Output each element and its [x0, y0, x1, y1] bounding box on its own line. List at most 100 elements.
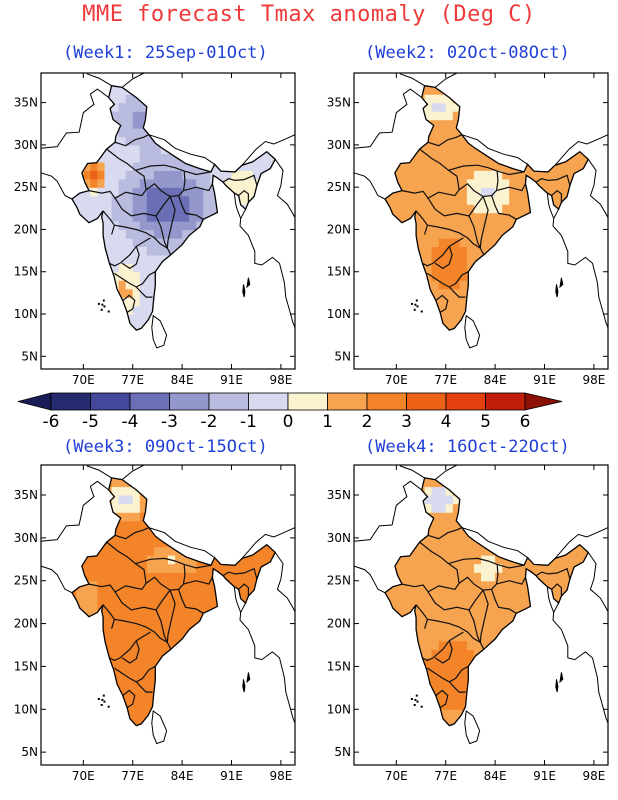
lat-label: 25N	[14, 574, 38, 588]
island	[246, 672, 251, 684]
lat-label: 30N	[14, 531, 38, 545]
lon-label: 70E	[72, 769, 95, 783]
lat-label: 35N	[327, 96, 351, 110]
state-boundaries	[88, 134, 258, 313]
lon-label: 91E	[533, 769, 556, 783]
lat-label: 35N	[14, 96, 38, 110]
lon-label: 84E	[484, 373, 507, 387]
lat-label: 10N	[327, 307, 351, 321]
panel-title-week1: (Week1: 25Sep-01Oct)	[63, 43, 268, 63]
map-panel-week1: 35N 30N 25N 20N 15N 10N 5N 70E 77E 84E 91E 98E	[14, 72, 296, 387]
colorbar-swatch	[366, 392, 407, 411]
colorbar: -6 -5 -4 -3 -2 -1 0 1 2 3 4 5 6	[17, 392, 563, 432]
colorbar-swatch	[248, 392, 289, 411]
colorbar-label: 0	[283, 412, 294, 432]
sri-lanka-outline	[151, 710, 168, 745]
colorbar-over-triangle	[524, 392, 563, 411]
colorbar-swatch	[169, 392, 210, 411]
island-dot	[420, 310, 423, 313]
state-boundaries	[88, 527, 258, 709]
lat-label: 30N	[14, 138, 38, 152]
lat-label: 35N	[327, 488, 351, 502]
lat-label: 25N	[14, 180, 38, 194]
india-outline	[71, 84, 277, 331]
lat-label: 15N	[327, 265, 351, 279]
map-frame	[353, 464, 609, 766]
colorbar-label: 6	[520, 412, 531, 432]
map-frame	[40, 464, 296, 766]
island-dot	[414, 698, 417, 701]
colorbar-label: 1	[322, 412, 333, 432]
island	[242, 284, 246, 298]
lon-label: 84E	[171, 769, 194, 783]
island-dot	[100, 308, 103, 311]
neighbor-boundaries	[353, 464, 609, 745]
lon-label: 77E	[121, 769, 144, 783]
island-dot	[413, 704, 416, 706]
india-outline	[71, 477, 277, 727]
colorbar-swatch	[445, 392, 486, 411]
colorbar-swatch	[485, 392, 526, 411]
lon-label: 98E	[582, 373, 605, 387]
island	[555, 679, 559, 693]
colorbar-label: 5	[480, 412, 491, 432]
lon-label: 98E	[582, 769, 605, 783]
island-dot	[102, 694, 105, 697]
lon-label: 98E	[269, 373, 292, 387]
figure-title: MME forecast Tmax anomaly (Deg C)	[82, 2, 536, 27]
lat-label: 20N	[327, 617, 351, 631]
lat-label: 10N	[327, 702, 351, 716]
lat-label: 25N	[327, 574, 351, 588]
map-panel-week2: 35N 30N 25N 20N 15N 10N 5N 70E 77E 84E 91E 98E	[327, 72, 609, 387]
lon-label: 70E	[72, 373, 95, 387]
island-dot	[97, 698, 100, 700]
lon-label: 70E	[385, 769, 408, 783]
lat-label: 10N	[14, 702, 38, 716]
colorbar-swatch	[208, 392, 249, 411]
island	[242, 679, 246, 693]
map-panel-week3: 35N 30N 25N 20N 15N 10N 5N 70E 77E 84E 91E 98E	[14, 464, 296, 783]
map-frame	[353, 72, 609, 370]
island	[246, 277, 251, 289]
island-dot	[416, 700, 419, 703]
lon-label: 91E	[220, 769, 243, 783]
lat-label: 20N	[14, 617, 38, 631]
island	[559, 277, 564, 289]
lon-label: 77E	[434, 373, 457, 387]
lat-label: 20N	[327, 222, 351, 236]
colorbar-label: -6	[43, 412, 60, 432]
island-dot	[107, 310, 110, 313]
colorbar-label: -1	[240, 412, 257, 432]
lat-label: 30N	[327, 531, 351, 545]
island-dot	[413, 308, 416, 311]
colorbar-swatch	[90, 392, 131, 411]
colorbar-label: 4	[441, 412, 452, 432]
neighbor-boundaries	[40, 464, 296, 745]
panel-title-week3: (Week3: 09Oct-15Oct)	[63, 437, 268, 457]
colorbar-label: 3	[401, 412, 412, 432]
island-dot	[103, 700, 106, 703]
lat-label: 20N	[14, 222, 38, 236]
lat-label: 10N	[14, 307, 38, 321]
lon-label: 77E	[434, 769, 457, 783]
lon-label: 84E	[171, 373, 194, 387]
lat-label: 15N	[327, 659, 351, 673]
island-dot	[415, 299, 418, 302]
lat-label: 5N	[21, 349, 38, 363]
island-dot	[101, 303, 104, 306]
island-dot	[100, 704, 103, 706]
lon-label: 91E	[220, 373, 243, 387]
colorbar-swatch	[327, 392, 368, 411]
island-dot	[97, 302, 100, 305]
island-dot	[102, 299, 105, 302]
island-dot	[414, 303, 417, 306]
lat-label: 5N	[21, 745, 38, 759]
map-frame	[40, 72, 296, 370]
colorbar-label: -3	[161, 412, 178, 432]
india-outline	[384, 477, 590, 727]
colorbar-swatch	[406, 392, 447, 411]
lon-label: 98E	[269, 769, 292, 783]
panel-title-week4: (Week4: 16Oct-22Oct)	[365, 437, 570, 457]
panel-title-week2: (Week2: 02Oct-08Oct)	[365, 43, 570, 63]
lon-label: 70E	[385, 373, 408, 387]
